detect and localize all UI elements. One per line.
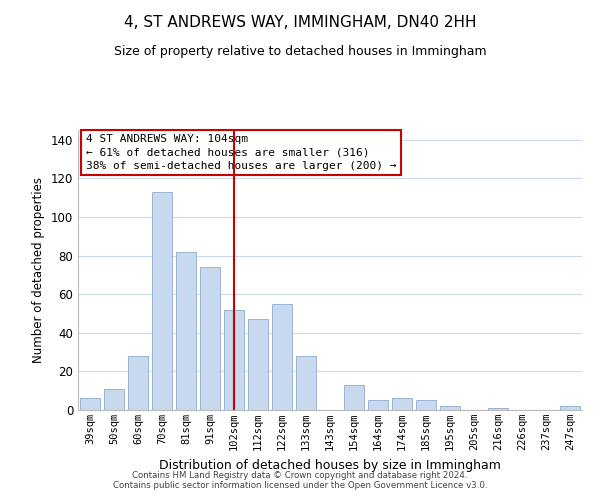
Bar	[176, 252, 196, 410]
Text: 4, ST ANDREWS WAY, IMMINGHAM, DN40 2HH: 4, ST ANDREWS WAY, IMMINGHAM, DN40 2HH	[124, 15, 476, 30]
Bar	[272, 304, 292, 410]
Text: Contains HM Land Registry data © Crown copyright and database right 2024.
Contai: Contains HM Land Registry data © Crown c…	[113, 470, 487, 490]
Bar	[440, 406, 460, 410]
Text: Size of property relative to detached houses in Immingham: Size of property relative to detached ho…	[113, 45, 487, 58]
Bar	[128, 356, 148, 410]
Bar	[560, 406, 580, 410]
Bar	[416, 400, 436, 410]
Bar	[368, 400, 388, 410]
Bar	[200, 267, 220, 410]
Bar	[488, 408, 508, 410]
Bar	[248, 319, 268, 410]
Bar	[224, 310, 244, 410]
Y-axis label: Number of detached properties: Number of detached properties	[32, 177, 45, 363]
Bar	[392, 398, 412, 410]
Bar	[344, 385, 364, 410]
Bar	[80, 398, 100, 410]
X-axis label: Distribution of detached houses by size in Immingham: Distribution of detached houses by size …	[159, 458, 501, 471]
Bar	[152, 192, 172, 410]
Text: 4 ST ANDREWS WAY: 104sqm
← 61% of detached houses are smaller (316)
38% of semi-: 4 ST ANDREWS WAY: 104sqm ← 61% of detach…	[86, 134, 396, 170]
Bar	[296, 356, 316, 410]
Bar	[104, 389, 124, 410]
